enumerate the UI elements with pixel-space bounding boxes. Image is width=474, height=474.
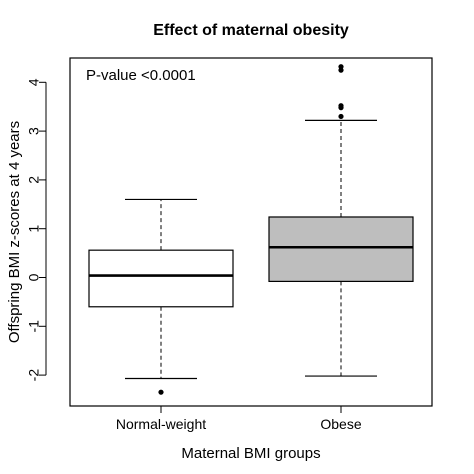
y-axis-label: Offspring BMI z-scores at 4 years bbox=[6, 121, 23, 343]
box-iqr bbox=[88, 249, 234, 308]
boxes bbox=[88, 64, 414, 395]
chart-title: Effect of maternal obesity bbox=[153, 22, 349, 39]
y-tick-label: 2 bbox=[26, 176, 42, 184]
x-tick-label: Normal-weight bbox=[116, 416, 206, 432]
box-iqr bbox=[268, 216, 414, 283]
outlier-point bbox=[338, 103, 344, 109]
box-obese bbox=[268, 64, 414, 377]
p-value-annotation: P-value <0.0001 bbox=[86, 67, 196, 84]
outlier-point bbox=[338, 113, 344, 120]
y-tick-label: -1 bbox=[26, 320, 42, 333]
y-tick-label: 0 bbox=[26, 273, 42, 281]
y-tick-label: 3 bbox=[26, 127, 42, 135]
y-tick-label: 1 bbox=[26, 225, 42, 233]
box-normal-weight bbox=[88, 198, 234, 395]
x-tick-label: Obese bbox=[320, 416, 361, 432]
outlier-point bbox=[158, 389, 164, 395]
x-axis: Normal-weight Obese bbox=[116, 405, 362, 432]
x-axis-label: Maternal BMI groups bbox=[181, 445, 320, 462]
y-tick-label: 4 bbox=[26, 78, 42, 86]
y-tick-label: -2 bbox=[26, 369, 42, 382]
y-axis: -2 -1 0 1 2 3 4 bbox=[26, 78, 47, 382]
outlier-point bbox=[338, 64, 344, 70]
